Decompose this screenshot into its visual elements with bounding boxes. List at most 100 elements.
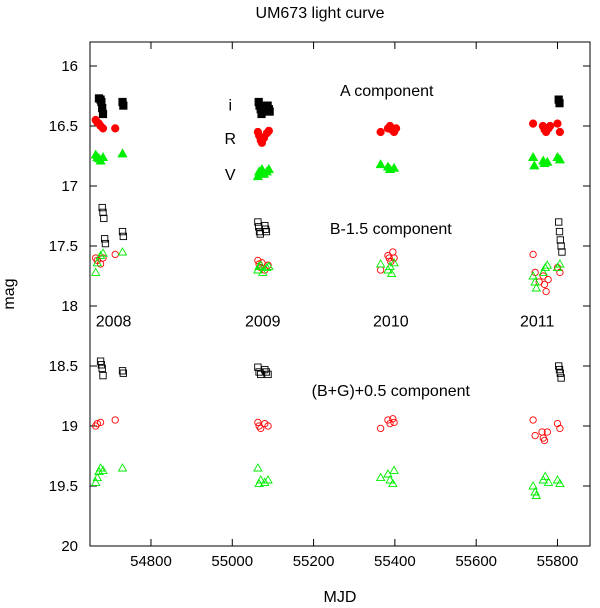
data-point	[254, 218, 262, 226]
series-R-circle	[92, 415, 564, 445]
data-point	[540, 280, 549, 289]
data-point	[529, 416, 537, 424]
component-label: (B+G)+0.5 component	[312, 383, 471, 400]
data-point	[100, 214, 108, 223]
annotations: iR V A component B-1.5 component (B+G)+0.5 c…	[96, 83, 555, 400]
data-point	[263, 475, 273, 484]
data-point	[99, 371, 107, 380]
x-tick-label: 55000	[211, 553, 253, 570]
data-point	[254, 261, 264, 270]
band-label: i	[228, 97, 232, 114]
series-V-triangle	[90, 247, 565, 292]
data-point	[262, 227, 271, 236]
data-point	[376, 127, 385, 137]
series-V-triangle	[90, 463, 565, 500]
data-point	[556, 268, 564, 277]
data-point	[90, 477, 101, 486]
band-label: V	[225, 167, 236, 184]
year-label: 2009	[245, 313, 281, 330]
data-point	[544, 275, 552, 284]
data-point	[531, 431, 539, 440]
data-point	[117, 247, 128, 256]
y-tick-label: 16.5	[49, 118, 78, 135]
data-point	[529, 250, 537, 259]
data-point	[528, 271, 538, 280]
data-point	[540, 262, 551, 272]
data-point	[389, 248, 397, 256]
data-point	[542, 156, 553, 166]
data-point	[556, 236, 564, 244]
data-point	[389, 415, 397, 423]
y-tick-label: 18	[61, 298, 78, 315]
data-point	[531, 490, 542, 500]
data-point	[98, 248, 108, 257]
data-point	[553, 119, 562, 128]
data-point	[99, 254, 107, 262]
data-point	[257, 109, 266, 119]
data-point	[98, 465, 108, 474]
data-point	[93, 419, 101, 428]
series-i-square	[94, 94, 564, 119]
year-label: 2008	[96, 313, 132, 330]
data-point	[540, 436, 549, 445]
series-R-circle	[92, 248, 564, 296]
band-label: R	[224, 131, 236, 148]
data-point	[540, 471, 551, 480]
y-tick-label: 19.5	[49, 478, 78, 495]
data-point	[556, 424, 564, 433]
data-point	[119, 369, 127, 377]
data-point	[257, 267, 268, 276]
data-point	[92, 422, 100, 430]
data-point	[375, 159, 386, 169]
data-point	[390, 254, 398, 262]
chart-title: UM673 light curve	[256, 5, 385, 22]
data-point	[388, 478, 398, 488]
y-tick-label: 17	[61, 178, 78, 195]
data-point	[546, 121, 555, 131]
x-tick-label: 55200	[293, 553, 335, 570]
data-point	[119, 101, 128, 110]
data-point	[98, 109, 108, 119]
data-point	[111, 250, 119, 259]
data-point	[264, 261, 274, 270]
data-point	[538, 267, 549, 276]
data-point	[111, 124, 120, 133]
data-point	[257, 424, 265, 433]
data-point	[255, 368, 263, 376]
data-point	[539, 272, 547, 280]
data-point	[542, 260, 553, 269]
data-point	[95, 250, 106, 260]
data-points	[90, 94, 566, 500]
data-point	[254, 418, 262, 427]
data-point	[255, 475, 266, 484]
data-point	[528, 119, 538, 128]
component-label: A component	[340, 83, 434, 100]
data-point	[257, 370, 265, 379]
data-point	[543, 428, 551, 436]
data-point	[98, 364, 106, 373]
component-label: B-1.5 component	[330, 221, 452, 238]
data-point	[118, 367, 127, 375]
data-point	[262, 368, 271, 376]
data-point	[265, 107, 274, 116]
data-point	[558, 248, 566, 256]
data-point	[101, 239, 110, 248]
data-point	[90, 267, 101, 276]
data-point	[262, 262, 272, 272]
series-V-triangle	[90, 148, 566, 181]
data-point	[531, 283, 542, 292]
data-point	[100, 235, 109, 243]
data-point	[555, 227, 564, 236]
data-point	[375, 259, 386, 268]
data-point	[111, 416, 119, 424]
x-tick-label: 55800	[537, 553, 579, 570]
y-tick-label: 18.5	[49, 358, 78, 375]
data-point	[554, 154, 566, 164]
y-tick-label: 16	[61, 58, 78, 75]
data-point	[555, 478, 565, 488]
data-point	[384, 416, 392, 424]
data-point	[389, 465, 399, 474]
data-point	[389, 257, 399, 267]
data-point	[97, 151, 109, 161]
